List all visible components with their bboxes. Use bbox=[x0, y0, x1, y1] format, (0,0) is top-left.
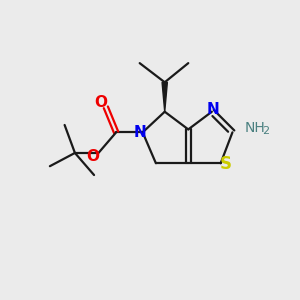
Text: S: S bbox=[220, 155, 232, 173]
Text: N: N bbox=[134, 125, 147, 140]
Text: N: N bbox=[207, 103, 220, 118]
Polygon shape bbox=[162, 82, 167, 112]
Text: O: O bbox=[87, 149, 100, 164]
Text: 2: 2 bbox=[262, 126, 270, 136]
Text: NH: NH bbox=[245, 121, 266, 135]
Text: O: O bbox=[94, 95, 107, 110]
